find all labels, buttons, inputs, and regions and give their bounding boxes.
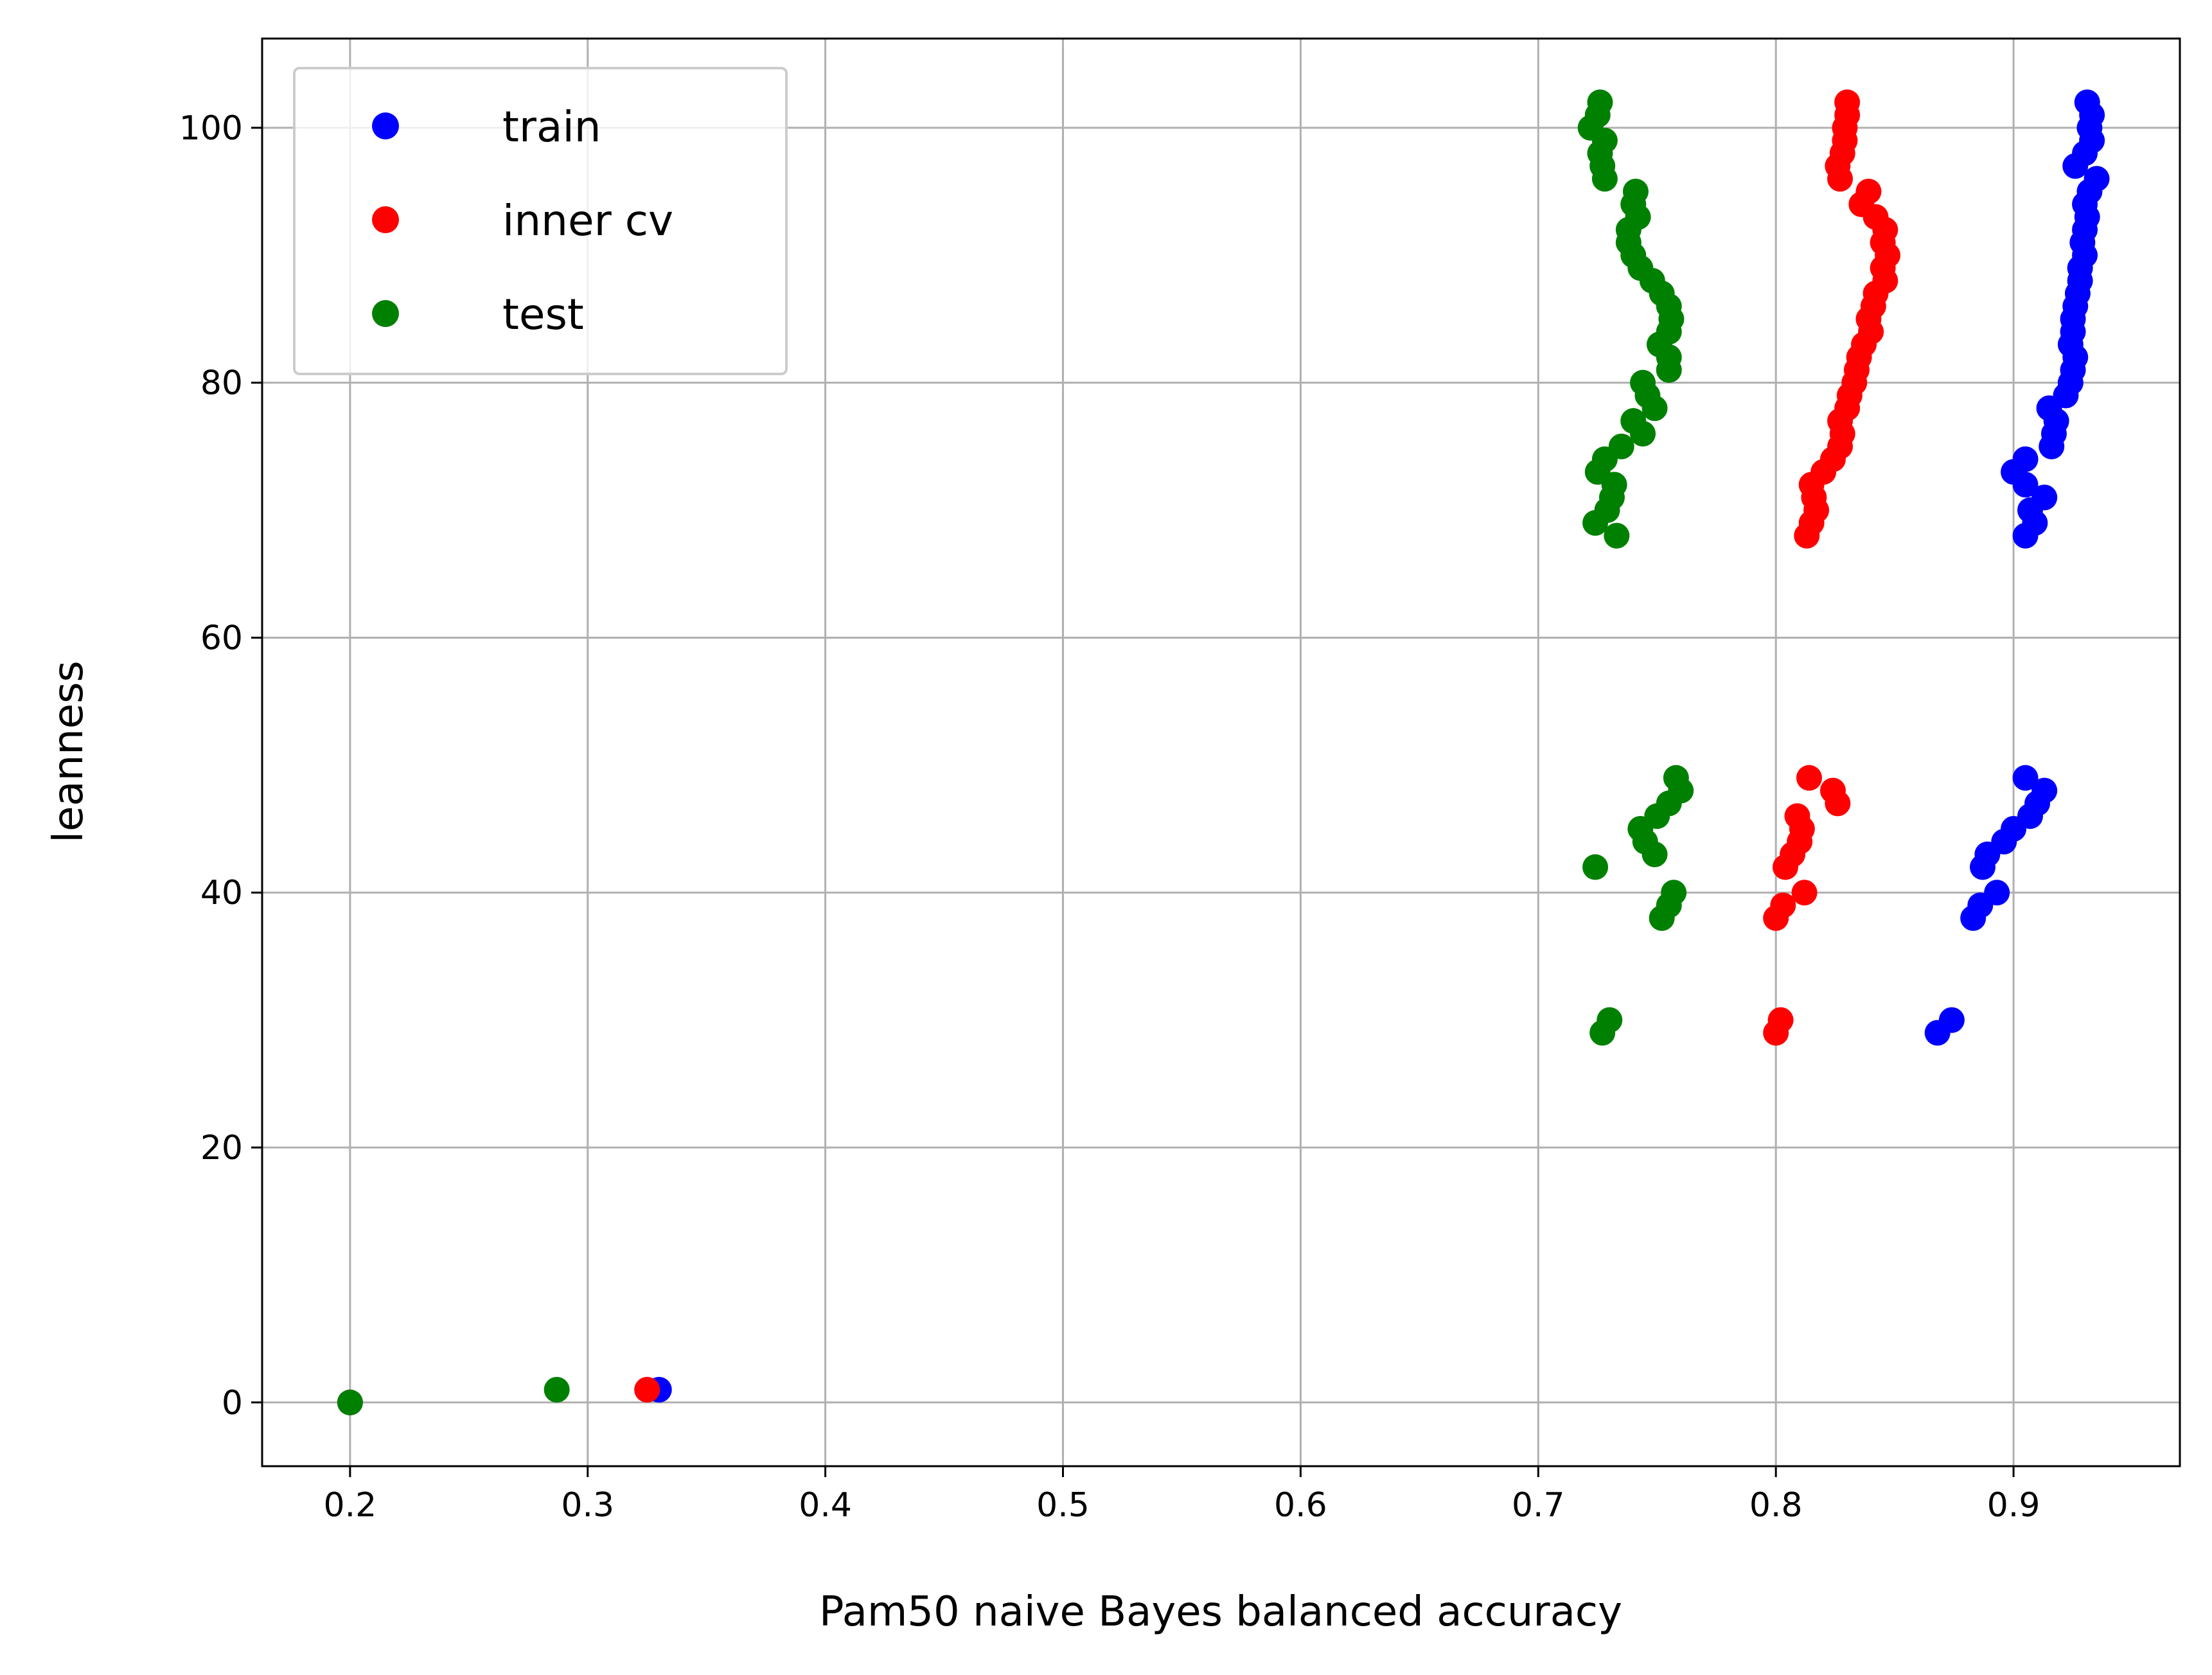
data-point: [2012, 446, 2039, 472]
data-point: [1630, 369, 1656, 396]
data-point: [1855, 179, 1882, 205]
data-point: [2074, 89, 2100, 116]
data-point: [2031, 484, 2058, 511]
data-point: [1834, 89, 1861, 116]
data-point: [1661, 880, 1687, 906]
x-tick-label: 0.5: [1036, 1486, 1090, 1525]
series-inner-cv: [337, 89, 1901, 1415]
data-points: [337, 89, 2110, 1415]
data-point: [2084, 166, 2110, 192]
data-point: [1608, 433, 1634, 459]
data-point: [1620, 408, 1647, 434]
y-tick-label: 80: [200, 364, 243, 403]
data-point: [1784, 803, 1810, 829]
x-tick-label: 0.7: [1512, 1486, 1565, 1525]
data-point: [1587, 89, 1613, 116]
x-tick-label: 0.3: [561, 1486, 614, 1525]
data-point: [1796, 765, 1822, 791]
legend-label: inner cv: [502, 196, 673, 245]
data-point: [1604, 522, 1630, 549]
data-point: [1663, 765, 1689, 791]
y-tick-label: 60: [200, 619, 243, 657]
data-point: [1938, 1007, 1965, 1033]
data-point: [544, 1376, 570, 1403]
legend-label: test: [502, 290, 584, 339]
legend: train inner cv test: [293, 67, 788, 375]
data-point: [1597, 1007, 1623, 1033]
data-point: [1819, 777, 1846, 804]
x-tick-label: 0.2: [324, 1486, 377, 1525]
legend-marker: [372, 300, 399, 327]
x-axis-label: Pam50 naive Bayes balanced accuracy: [819, 1588, 1622, 1636]
y-tick-label: 40: [200, 874, 243, 912]
series-test: [337, 89, 1694, 1415]
data-point: [1582, 854, 1609, 880]
x-tick-label: 0.9: [1987, 1486, 2040, 1525]
y-tick-label: 20: [200, 1129, 243, 1167]
legend-marker: [372, 112, 399, 139]
data-point: [1767, 1007, 1794, 1033]
data-point: [634, 1376, 660, 1403]
y-tick-label: 0: [222, 1384, 243, 1422]
x-tick-label: 0.8: [1749, 1486, 1803, 1525]
plot-frame: [261, 37, 2181, 1467]
data-point: [1770, 892, 1796, 919]
data-point: [2031, 777, 2058, 804]
legend-box: [293, 67, 788, 375]
grid: [262, 39, 2180, 1466]
y-axis-label: leanness: [45, 660, 93, 843]
x-tick-label: 0.6: [1274, 1486, 1327, 1525]
x-tick-label: 0.4: [799, 1486, 852, 1525]
y-tick-label: 100: [179, 109, 243, 148]
data-point: [1984, 880, 2010, 906]
data-point: [2012, 765, 2039, 791]
legend-marker: [372, 206, 399, 233]
data-point: [337, 1389, 363, 1415]
data-point: [1622, 179, 1649, 205]
y-axis-ticks: 0 20 40 60 80 100: [179, 109, 262, 1422]
x-axis-ticks: 0.2 0.3 0.4 0.5 0.6 0.7 0.8 0.9: [324, 1466, 2040, 1525]
legend-label: train: [502, 102, 601, 152]
data-point: [1791, 880, 1818, 906]
